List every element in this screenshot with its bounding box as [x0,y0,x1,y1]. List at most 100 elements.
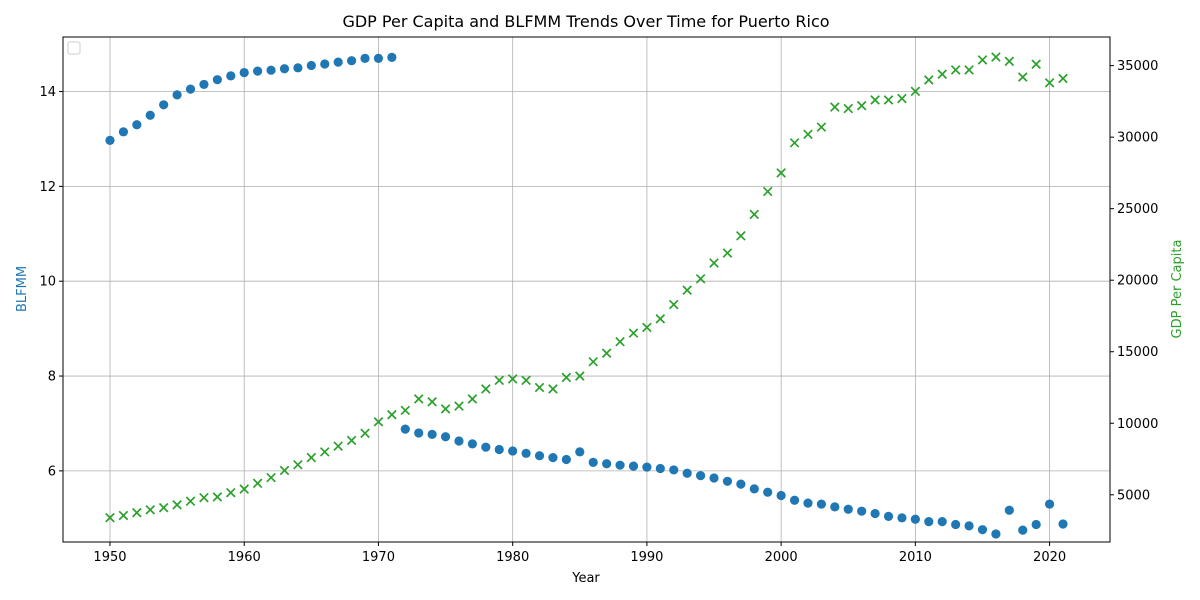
blfmm-point [883,511,894,521]
gdp-point [762,186,773,197]
y-right-axis-label: GDP Per Capita [1170,240,1185,339]
gdp-point [628,328,639,338]
gdp-point [668,299,679,310]
blfmm-point [628,461,639,471]
gdp-point [843,103,854,114]
blfmm-point [145,110,155,120]
blfmm-point [400,424,410,434]
gdp-point [427,397,437,407]
x-tick-label: 2000 [765,550,798,565]
blfmm-point [910,514,920,524]
blfmm-point [615,460,625,470]
blfmm-point [199,79,209,90]
gdp-point [736,231,746,241]
blfmm-point [481,442,491,452]
blfmm-point [816,499,827,509]
blfmm-point [1004,505,1014,515]
blfmm-point [991,529,1001,539]
blfmm-point [414,428,424,438]
gdp-point [454,401,464,411]
gdp-point [923,75,934,85]
blfmm-point [508,446,518,456]
gdp-point [816,122,827,132]
gdp-point [400,405,411,416]
y-right-tick-label: 20000 [1117,274,1158,289]
blfmm-point [1018,525,1028,535]
gdp-point [574,371,585,381]
blfmm-point [159,100,169,110]
gdp-point [239,484,250,494]
y-right-tick-label: 30000 [1117,131,1158,146]
y-left-tick-label: 10 [39,275,56,290]
grid [63,37,1110,542]
blfmm-point [360,53,370,63]
blfmm-point [427,429,437,439]
gdp-point [521,375,531,386]
y-right-tick-label: 10000 [1117,417,1158,432]
blfmm-point [561,454,571,465]
y-left-axis-label: BLFMM [15,266,30,312]
blfmm-point [172,90,182,100]
gdp-point [722,248,733,258]
gdp-point [132,507,142,518]
y-left-tick-label: 14 [39,85,56,100]
y-left-axis-ticks: 6 8 10 12 14 [39,85,63,479]
blfmm-point [749,484,759,494]
gdp-point [830,102,840,112]
gdp-point [776,168,786,178]
blfmm-point [1058,519,1068,529]
gdp-point [789,138,800,148]
gdp-point [118,510,129,521]
blfmm-point [454,436,464,446]
gdp-point [346,435,357,446]
legend-box [67,41,81,55]
x-tick-label: 1960 [228,550,261,565]
x-tick-label: 1950 [93,550,126,565]
gdp-point [937,69,948,79]
gdp-point [225,487,236,498]
gdp-point [293,459,303,470]
gdp-point [145,505,156,515]
blfmm-point [279,64,290,74]
blfmm-point [226,71,236,81]
y-left-tick-label: 6 [48,464,56,479]
gdp-point [1031,59,1041,69]
y-right-tick-label: 5000 [1117,488,1150,503]
gdp-point [709,258,719,268]
x-tick-label: 1990 [630,550,663,565]
gdp-point [991,52,1001,62]
y-left-tick-label: 8 [48,370,56,385]
blfmm-point [320,59,330,69]
gdp-point [494,375,505,386]
plot-frame [62,36,1111,543]
blfmm-point [722,476,733,486]
blfmm-point [937,517,947,527]
blfmm-point [857,506,867,516]
gdp-point [655,314,666,324]
blfmm-point [521,448,531,458]
gdp-point [212,492,223,502]
gdp-point [803,129,813,140]
blfmm-point [387,52,397,62]
blfmm-point [830,502,840,512]
y-right-tick-label: 25000 [1117,202,1158,217]
blfmm-point [306,60,316,71]
gdp-point [682,285,692,296]
gdp-point [185,496,196,507]
gdp-point [588,356,599,367]
gdp-point [266,472,276,483]
blfmm-point [1031,519,1041,530]
y-right-tick-label: 15000 [1117,345,1158,360]
gdp-point [749,209,760,220]
y-left-tick-label: 12 [39,180,56,195]
gdp-point [548,384,558,394]
gdp-point [883,95,894,105]
blfmm-point [333,57,343,67]
blfmm-point [132,120,142,130]
blfmm-point [870,508,880,519]
x-tick-label: 1970 [362,550,395,565]
gdp-point [561,372,572,383]
blfmm-point [924,517,934,527]
x-axis-label: Year [571,571,600,586]
x-axis-ticks: 1950 1960 1970 1980 1990 2000 2010 2020 [93,542,1066,565]
